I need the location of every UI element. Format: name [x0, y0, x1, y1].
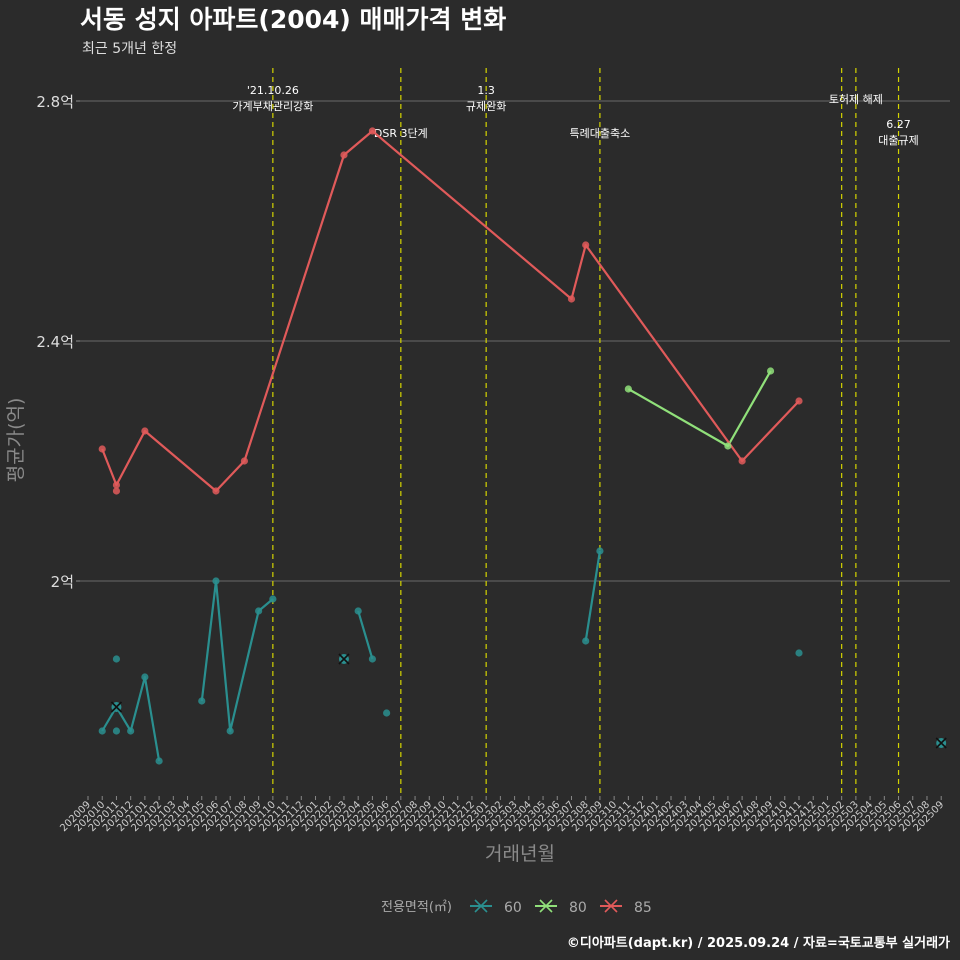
series-60-cross-point	[338, 653, 350, 665]
series-60-point	[155, 757, 163, 765]
event-annotation-text: 1.3	[477, 84, 495, 97]
series-60-line	[357, 610, 374, 660]
event-annotation-text: 가계부채관리강화	[232, 100, 313, 113]
event-lines	[272, 68, 900, 795]
legend-80-marker	[539, 899, 553, 913]
legend-60-marker	[474, 899, 488, 913]
series-60-line	[584, 550, 601, 642]
series-85-point	[567, 295, 576, 303]
series-85-point	[98, 445, 106, 453]
series-80-point	[766, 367, 775, 375]
y-tick-label: 2억	[51, 573, 74, 591]
series-60-cross-point	[935, 737, 947, 749]
series-85-point	[141, 427, 149, 435]
event-annotation-text: '21.10.26	[247, 84, 299, 97]
chart-caption: ©디아파트(dapt.kr) / 2025.09.24 / 자료=국토교통부 실…	[567, 935, 950, 951]
legend-title: 전용면적(㎡)	[381, 900, 452, 915]
series-60-point	[368, 655, 376, 663]
series-60-point	[795, 649, 803, 657]
event-annotation-text: 토허제 해제	[829, 92, 883, 106]
series-60-point	[383, 709, 391, 717]
chart-subtitle: 최근 5개년 한정	[82, 41, 177, 57]
series-60-point	[112, 655, 121, 663]
y-tick-label: 2.8억	[36, 93, 74, 111]
series-60-point	[582, 637, 590, 645]
series-60-point	[98, 727, 106, 735]
event-annotation-text: 규제완화	[466, 100, 506, 113]
series-85-point	[112, 487, 121, 495]
series-60-point	[141, 673, 149, 681]
event-annotation-text: DSR 3단계	[374, 127, 428, 140]
series-60-point	[112, 727, 121, 735]
series-60-point	[127, 727, 135, 735]
y-axis-label: 평균가(억)	[5, 398, 27, 483]
series-60-point	[198, 697, 206, 705]
chart-title: 서동 성지 아파트(2004) 매매가격 변화	[80, 5, 506, 34]
legend: 전용면적(㎡) 60 80 85	[381, 899, 652, 916]
series-60-cross-point	[110, 701, 123, 713]
event-annotation-text: 특례대출축소	[570, 127, 631, 140]
series-60-point	[212, 577, 220, 585]
series-85-point	[112, 481, 121, 489]
legend-80-label: 80	[569, 900, 587, 916]
series-85-point	[368, 127, 376, 135]
series-85-point	[240, 457, 249, 465]
series-60-point	[255, 607, 263, 615]
event-annotation-text: 대출규제	[878, 134, 918, 147]
series-points	[98, 127, 947, 765]
legend-85-label: 85	[634, 900, 652, 916]
y-gridlines	[80, 100, 950, 582]
x-axis-label: 거래년월	[485, 843, 555, 865]
series-85-point	[212, 487, 220, 495]
legend-60-label: 60	[504, 900, 522, 916]
legend-85-marker	[604, 899, 618, 913]
series-85-point	[582, 241, 590, 249]
series-60-point	[596, 547, 604, 555]
series-60-point	[354, 607, 362, 615]
series-80-point	[724, 442, 732, 450]
series-60-point	[269, 595, 277, 603]
series-80-point	[624, 385, 632, 393]
series-85-point	[738, 457, 746, 465]
y-axis-ticks: 2억 2.4억 2.8억	[36, 93, 80, 591]
series-60-point	[226, 727, 234, 735]
y-tick-label: 2.4억	[36, 333, 74, 351]
event-annotation-text: 6.27	[886, 118, 911, 131]
series-85-point	[795, 397, 803, 405]
series-85-point	[340, 151, 348, 159]
